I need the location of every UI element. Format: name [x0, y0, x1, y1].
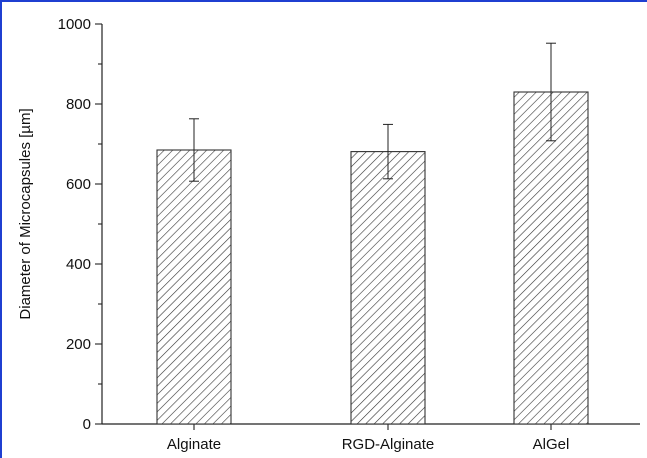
y-tick-label: 200 — [66, 336, 91, 353]
bar-algel — [513, 91, 589, 425]
x-tick-label: RGD-Alginate — [342, 436, 435, 453]
error-bars — [189, 42, 556, 182]
x-axis: Alginate RGD-Alginate AlGel — [102, 423, 640, 453]
bars — [156, 91, 589, 425]
bar-alginate — [156, 149, 232, 425]
y-axis-title: Diameter of Microcapsules [µm] — [17, 108, 34, 319]
y-tick-label: 600 — [66, 176, 91, 193]
y-tick-label: 400 — [66, 256, 91, 273]
x-tick-label: AlGel — [533, 436, 570, 453]
x-tick-label: Alginate — [167, 436, 221, 453]
y-axis: 0 200 400 600 800 1000 — [58, 16, 103, 433]
y-tick-label: 1000 — [58, 16, 91, 33]
bar-rgd-alginate — [350, 151, 426, 425]
y-tick-label: 800 — [66, 96, 91, 113]
y-tick-label: 0 — [83, 416, 91, 433]
